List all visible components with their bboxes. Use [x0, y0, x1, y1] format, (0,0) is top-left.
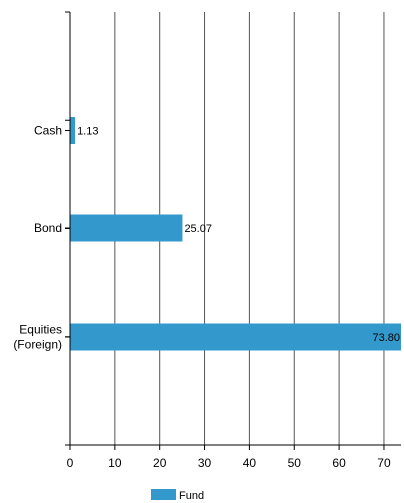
grid-lines: [114, 12, 385, 445]
x-tick-label-30: 30: [198, 456, 212, 470]
legend: Fund: [151, 489, 204, 502]
x-tick-label-0: 0: [67, 456, 74, 470]
data-label-0: 1.13: [77, 126, 98, 138]
x-tick-label-50: 50: [288, 456, 302, 470]
bar-1: [70, 214, 183, 242]
legend-label-fund: Fund: [179, 490, 204, 502]
bar-2: [70, 323, 401, 351]
category-label-2: Equities (Foreign): [13, 323, 62, 352]
x-tick-label-40: 40: [243, 456, 257, 470]
data-label-1: 25.07: [184, 223, 212, 235]
legend-swatch-fund: [151, 489, 176, 500]
category-label-1: Bond: [34, 221, 62, 235]
x-tick-label-20: 20: [153, 456, 167, 470]
category-label-0: Cash: [34, 124, 62, 138]
data-label-2: 73.80: [372, 332, 400, 344]
axes: [65, 11, 401, 450]
x-tick-label-70: 70: [377, 456, 391, 470]
x-tick-label-60: 60: [332, 456, 346, 470]
labels: 0 10 20 30 40 50 60 70 Cash Bond Equities (Foreign)…: [13, 124, 400, 471]
bars: [70, 117, 401, 351]
x-tick-label-10: 10: [108, 456, 122, 470]
bar-0: [70, 117, 76, 144]
